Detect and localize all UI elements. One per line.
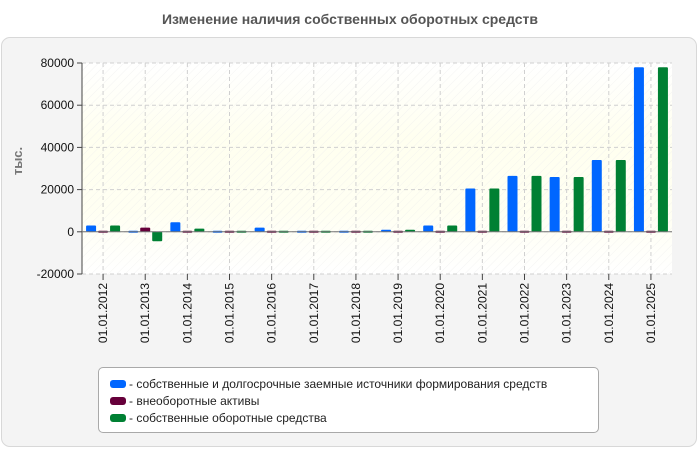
bar-series-1 [507, 175, 518, 232]
bar-series-3 [657, 67, 668, 232]
y-tick-label: -20000 [37, 267, 75, 281]
x-tick-label: 01.01.2020 [433, 283, 447, 343]
y-tick-label: 40000 [41, 140, 75, 154]
bar-series-3 [531, 175, 542, 232]
x-tick-label: 01.01.2025 [644, 283, 658, 343]
bar-series-1 [633, 67, 644, 232]
x-tick-label: 01.01.2019 [391, 283, 405, 343]
bar-series-1 [170, 222, 181, 232]
bar-series-1 [254, 227, 265, 232]
x-tick-label: 01.01.2012 [96, 283, 110, 343]
bar-series-1 [381, 229, 392, 232]
x-tick-label: 01.01.2024 [602, 283, 616, 343]
x-tick-label: 01.01.2022 [518, 283, 532, 343]
bar-series-3 [489, 188, 500, 232]
chart-title: Изменение наличия собственных оборотных … [161, 11, 539, 27]
legend-label-sources: - собственные и долгосрочные заемные ист… [129, 376, 548, 391]
y-tick-label: 0 [67, 225, 74, 239]
bar-series-1 [86, 225, 97, 232]
bar-series-1 [465, 188, 476, 232]
bar-series-3 [615, 160, 626, 232]
y-axis-label: тыс. [10, 147, 25, 175]
bar-series-3 [405, 229, 416, 232]
legend-item-working-capital: - собственные оборотные средства [99, 409, 598, 426]
legend-item-noncurrent-assets: - внеоборотные активы [99, 392, 598, 409]
x-tick-label: 01.01.2018 [349, 283, 363, 343]
x-tick-label: 01.01.2016 [265, 283, 279, 343]
legend-label-working-capital: - собственные оборотные средства [129, 410, 327, 425]
x-tick-label: 01.01.2021 [475, 283, 489, 343]
legend-label-noncurrent-assets: - внеоборотные активы [129, 393, 260, 408]
x-tick-label: 01.01.2015 [223, 283, 237, 343]
legend-swatch-working-capital [110, 413, 126, 422]
bar-series-2 [140, 227, 151, 232]
plot-hatch [82, 63, 672, 274]
legend-swatch-noncurrent-assets [110, 396, 126, 405]
legend-item-sources: - собственные и долгосрочные заемные ист… [99, 375, 598, 392]
bar-series-3 [447, 225, 458, 232]
x-tick-label: 01.01.2017 [307, 283, 321, 343]
bar-series-3 [152, 231, 163, 242]
bar-series-1 [423, 225, 434, 232]
legend: - собственные и долгосрочные заемные ист… [98, 367, 599, 433]
y-tick-label: 80000 [41, 56, 75, 70]
y-tick-label: 20000 [41, 183, 75, 197]
y-tick-label: 60000 [41, 98, 75, 112]
bar-series-1 [549, 176, 560, 232]
bar-series-1 [591, 160, 602, 232]
legend-swatch-sources [110, 379, 126, 388]
x-tick-label: 01.01.2023 [560, 283, 574, 343]
bar-series-3 [110, 225, 121, 232]
bar-series-3 [194, 228, 205, 232]
bar-series-3 [573, 176, 584, 232]
x-tick-label: 01.01.2014 [180, 283, 194, 343]
x-tick-label: 01.01.2013 [138, 283, 152, 343]
